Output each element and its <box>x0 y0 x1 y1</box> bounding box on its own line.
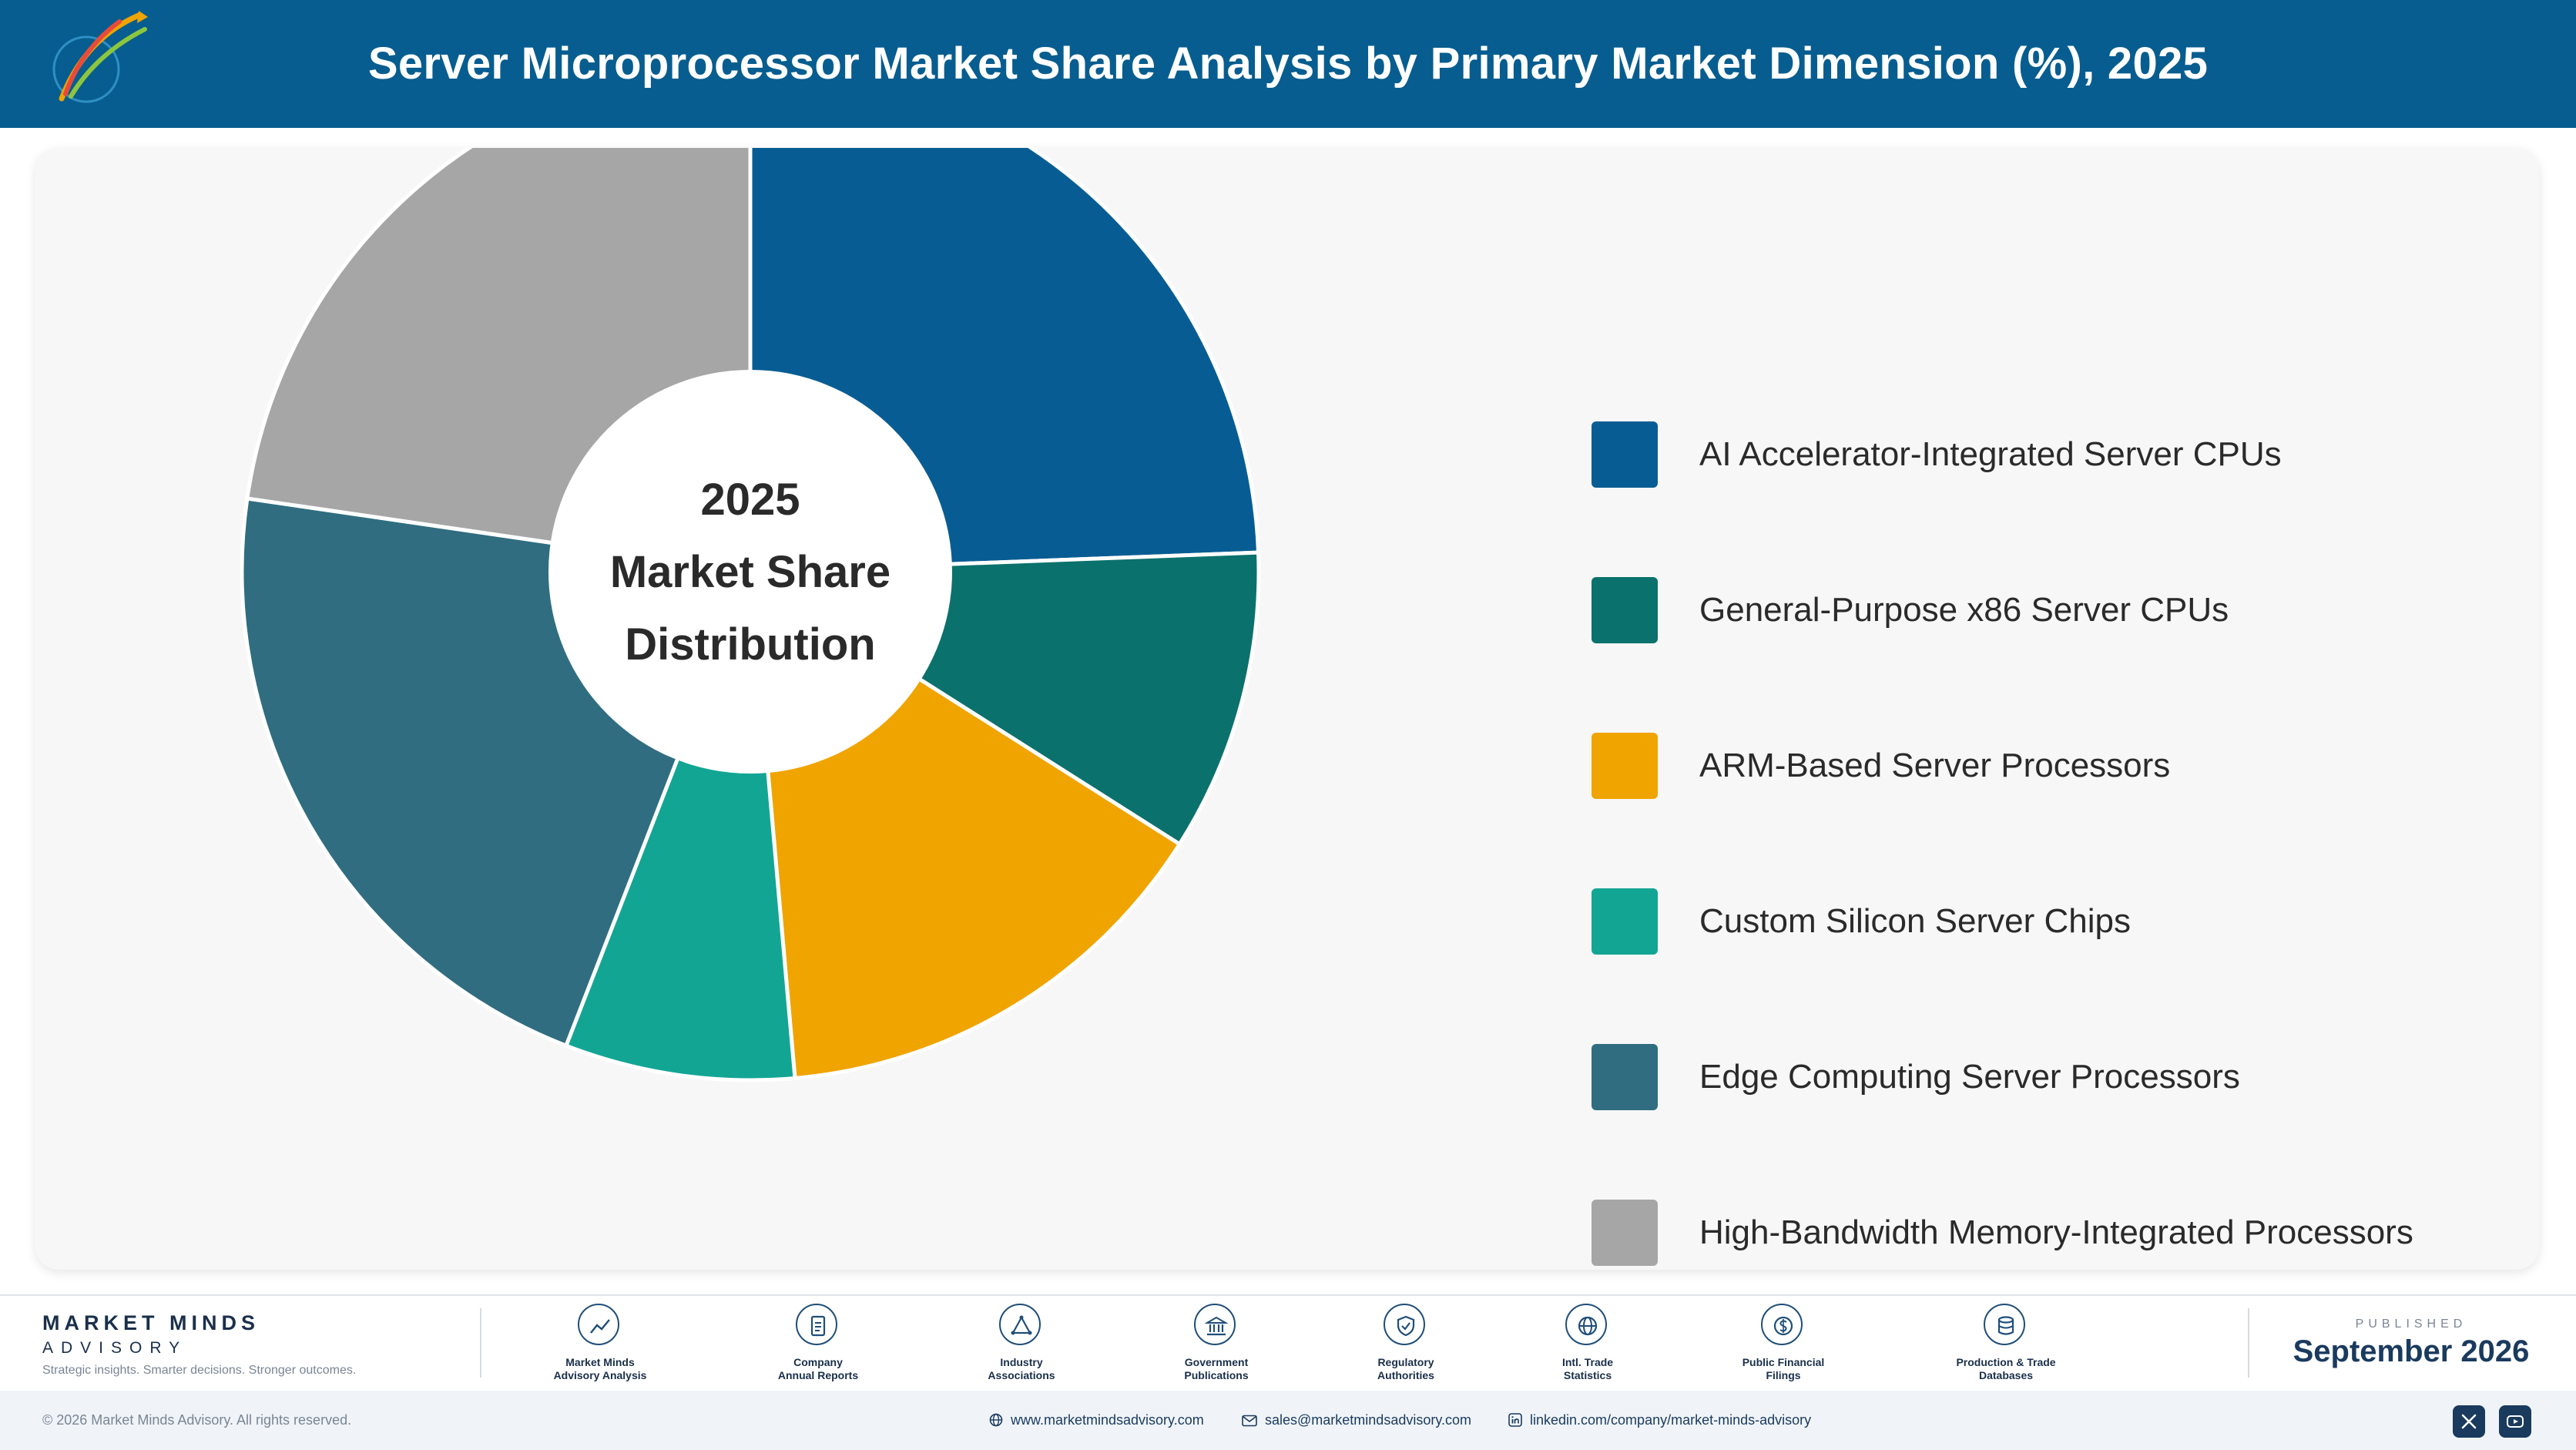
x-logo-icon <box>2461 1414 2477 1429</box>
data-source-item: Production & Trade Databases <box>1937 1304 2075 1388</box>
website-link[interactable]: www.marketmindsadvisory.com <box>989 1391 1204 1450</box>
company-logo-icon <box>52 11 148 103</box>
legend-label: ARM-Based Server Processors <box>1699 747 2171 784</box>
database-icon <box>1984 1304 2025 1345</box>
legend-item: High-Bandwidth Memory-Integrated Process… <box>1592 1200 2516 1266</box>
legend-swatch <box>1592 1200 1658 1266</box>
footer-divider <box>480 1308 481 1378</box>
bottom-bar: © 2026 Market Minds Advisory. All rights… <box>0 1391 2576 1450</box>
email-text: sales@marketmindsadvisory.com <box>1265 1412 1472 1428</box>
legend-swatch <box>1592 733 1658 799</box>
donut-center-label: 2025 <box>700 475 800 525</box>
data-source-label: Intl. Trade Statistics <box>1561 1356 1614 1381</box>
linkedin-text: linkedin.com/company/market-minds-adviso… <box>1530 1412 1812 1428</box>
data-source-label: Industry Associations <box>988 1356 1055 1381</box>
legend-swatch <box>1592 888 1658 955</box>
brand-subtitle: ADVISORY <box>42 1339 188 1357</box>
legend-item: Custom Silicon Server Chips <box>1592 888 2516 955</box>
legend-item: General-Purpose x86 Server CPUs <box>1592 577 2516 643</box>
donut-center <box>548 370 952 774</box>
data-source-item: Government Publications <box>1147 1304 1286 1388</box>
header-bar: Server Microprocessor Market Share Analy… <box>0 0 2576 128</box>
legend-label: Custom Silicon Server Chips <box>1699 902 2131 940</box>
data-source-item: Public Financial Filings <box>1714 1304 1853 1388</box>
data-source-label: Public Financial Filings <box>1742 1356 1825 1381</box>
legend-label: AI Accelerator-Integrated Server CPUs <box>1699 435 2282 473</box>
website-text: www.marketmindsadvisory.com <box>1011 1412 1204 1428</box>
government-building-icon <box>1194 1304 1236 1345</box>
legend-swatch <box>1592 577 1658 643</box>
data-source-item: Company Annual Reports <box>749 1304 887 1388</box>
shield-check-icon <box>1384 1304 1425 1345</box>
legend-swatch <box>1592 1044 1658 1110</box>
linkedin-icon <box>1508 1413 1522 1427</box>
data-source-label: Regulatory Authorities <box>1377 1356 1434 1381</box>
dollar-coin-icon <box>1761 1304 1803 1345</box>
globe-icon <box>1565 1304 1607 1345</box>
youtube-social-button[interactable] <box>2499 1405 2531 1438</box>
chart-card: 2025 Market Share Distribution AI Accelera… <box>35 148 2539 1270</box>
brand-name: MARKET MINDS <box>42 1311 260 1334</box>
data-source-item: Market Minds Advisory Analysis <box>531 1304 669 1388</box>
mail-icon <box>1242 1415 1257 1427</box>
donut-center-label: Distribution <box>625 619 875 670</box>
trend-chart-icon <box>578 1304 619 1345</box>
network-icon <box>999 1304 1041 1345</box>
play-icon <box>2507 1415 2524 1428</box>
published-date: September 2026 <box>2293 1334 2530 1368</box>
legend-label: General-Purpose x86 Server CPUs <box>1699 591 2229 629</box>
footer-divider <box>2248 1308 2249 1378</box>
legend-label: High-Bandwidth Memory-Integrated Process… <box>1699 1213 2413 1251</box>
legend-item: AI Accelerator-Integrated Server CPUs <box>1592 421 2516 488</box>
data-source-item: Regulatory Authorities <box>1337 1304 1475 1388</box>
data-source-label: Market Minds Advisory Analysis <box>553 1356 647 1381</box>
legend-swatch <box>1592 421 1658 488</box>
document-icon <box>796 1304 837 1345</box>
published-label: PUBLISHED <box>2355 1317 2467 1331</box>
globe-icon <box>989 1413 1003 1427</box>
data-source-label: Production & Trade Databases <box>1956 1356 2056 1381</box>
donut-center-label: Market Share <box>610 547 891 597</box>
legend-item: ARM-Based Server Processors <box>1592 733 2516 799</box>
data-source-label: Company Annual Reports <box>777 1356 859 1381</box>
linkedin-link[interactable]: linkedin.com/company/market-minds-adviso… <box>1508 1391 1811 1450</box>
x-social-button[interactable] <box>2453 1405 2485 1438</box>
data-source-item: Intl. Trade Statistics <box>1518 1304 1657 1388</box>
legend-label: Edge Computing Server Processors <box>1699 1058 2240 1096</box>
data-source-label: Government Publications <box>1184 1356 1249 1381</box>
email-link[interactable]: sales@marketmindsadvisory.com <box>1242 1391 1471 1450</box>
legend-item: Edge Computing Server Processors <box>1592 1044 2516 1110</box>
brand-tagline: Strategic insights. Smarter decisions. S… <box>42 1364 357 1377</box>
data-source-item: Industry Associations <box>952 1304 1091 1388</box>
copyright: © 2026 Market Minds Advisory. All rights… <box>42 1412 352 1428</box>
donut-chart: 2025 Market Share Distribution <box>240 148 1261 1082</box>
footer: MARKET MINDS ADVISORY Strategic insights… <box>0 1294 2576 1390</box>
page-title: Server Microprocessor Market Share Analy… <box>367 39 2209 89</box>
